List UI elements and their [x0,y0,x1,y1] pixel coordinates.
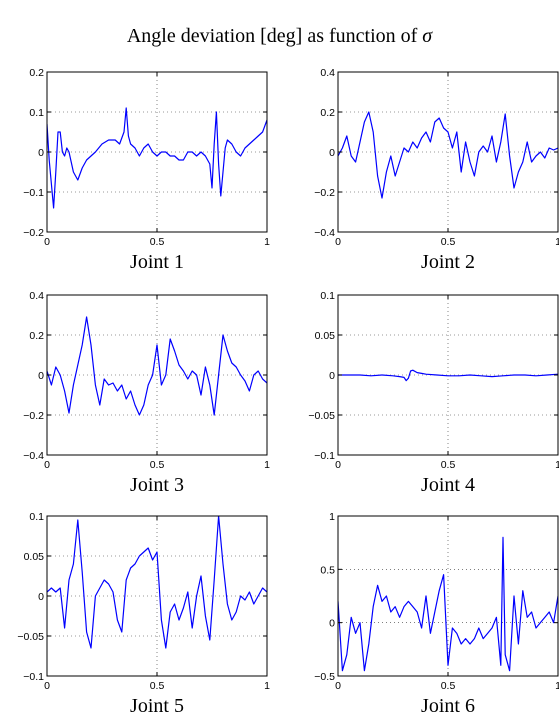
y-tick-label: 0 [38,591,44,603]
x-tick-label: 1 [264,680,270,692]
y-tick-label: 0 [329,370,335,382]
y-tick-label: 0.2 [29,330,44,342]
y-tick-label: −0.4 [314,227,335,239]
y-tick-label: −0.05 [17,631,44,643]
x-tick-label: 1 [555,236,559,248]
y-tick-label: 1 [329,511,335,523]
y-tick-label: 0.5 [320,564,335,576]
y-tick-label: −0.2 [23,410,44,422]
series-line-joint-3 [47,316,267,416]
x-tick-label: 0 [335,459,341,471]
x-tick-label: 1 [555,680,559,692]
subplot-joint-1: 0 0.5 1 −0.2 −0.1 0 0.1 0.2 Joint 1 [23,67,270,273]
x-tick-label: 0.5 [150,236,165,248]
series-line-joint-2 [338,111,558,199]
y-tick-label: 0.4 [320,67,335,79]
y-tick-label: −0.4 [23,450,44,462]
figure-title: Angle deviation [deg] as function of σ [127,25,433,47]
x-tick-label: 0 [335,236,341,248]
y-tick-label: −0.2 [23,227,44,239]
y-tick-label: −0.05 [308,410,335,422]
y-tick-label: 0 [38,147,44,159]
y-tick-label: 0 [38,370,44,382]
y-tick-label: 0.1 [29,107,44,119]
x-tick-label: 0 [44,680,50,692]
y-tick-label: 0.2 [320,107,335,119]
series-line-joint-5 [47,516,267,649]
x-axis-label: Joint 5 [130,695,184,717]
x-tick-label: 0.5 [150,680,165,692]
x-tick-label: 0 [44,236,50,248]
x-axis-label: Joint 1 [130,251,184,273]
series-line-joint-4 [338,369,558,382]
y-tick-label: −0.5 [314,671,335,683]
series-line-joint-6 [338,536,558,672]
x-axis-label: Joint 4 [421,474,475,496]
y-tick-label: 0.05 [24,551,45,563]
x-tick-label: 0.5 [441,236,456,248]
subplot-joint-5: 0 0.5 1 −0.1 −0.05 0 0.05 0.1 Joint 5 [17,511,270,717]
y-tick-label: −0.1 [314,450,335,462]
y-tick-label: 0 [329,618,335,630]
y-tick-label: 0.2 [29,67,44,79]
x-tick-label: 1 [264,459,270,471]
y-tick-label: 0 [329,147,335,159]
subplot-joint-2: 0 0.5 1 −0.4 −0.2 0 0.2 0.4 Joint 2 [314,67,559,273]
subplot-joint-4: 0 0.5 1 −0.1 −0.05 0 0.05 0.1 Joint 4 [308,290,559,496]
x-tick-label: 1 [264,236,270,248]
y-tick-label: −0.1 [23,671,44,683]
x-axis-label: Joint 2 [421,251,475,273]
y-tick-label: 0.4 [29,290,44,302]
y-tick-label: 0.1 [320,290,335,302]
subplot-joint-3: 0 0.5 1 −0.4 −0.2 0 0.2 0.4 Joint 3 [23,290,270,496]
y-tick-label: 0.05 [315,330,336,342]
y-tick-label: −0.2 [314,187,335,199]
x-tick-label: 0.5 [150,459,165,471]
x-tick-label: 0.5 [441,680,456,692]
x-tick-label: 0 [335,680,341,692]
x-axis-label: Joint 3 [130,474,184,496]
x-tick-label: 1 [555,459,559,471]
x-axis-label: Joint 6 [421,695,475,717]
y-tick-label: 0.1 [29,511,44,523]
x-tick-label: 0.5 [441,459,456,471]
x-tick-label: 0 [44,459,50,471]
y-tick-label: −0.1 [23,187,44,199]
series-line-joint-1 [47,107,267,209]
